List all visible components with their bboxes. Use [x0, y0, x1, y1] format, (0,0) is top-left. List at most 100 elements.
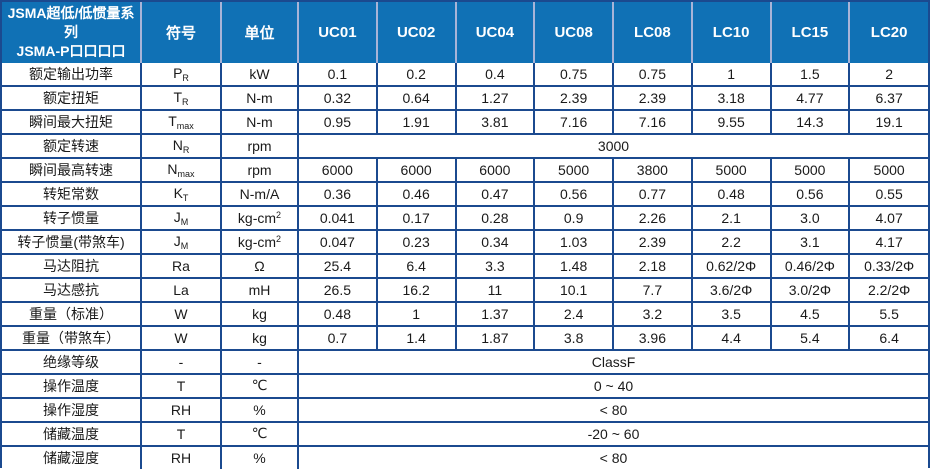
- table-row-operating-humidity: 操作湿度 RH % < 80: [2, 397, 928, 423]
- unit-cell: %: [221, 445, 299, 469]
- value-cell: 2.26: [613, 205, 693, 231]
- value-cell: 0.64: [376, 85, 457, 111]
- col-header-lc15: LC15: [770, 2, 851, 63]
- value-cell: 0.75: [534, 62, 614, 87]
- unit-cell: Ω: [221, 253, 299, 279]
- table-row-rated-speed: 额定转速 NR rpm 3000: [2, 133, 928, 159]
- value-cell: 0.7: [298, 325, 378, 351]
- value-cell: 3.3: [455, 253, 536, 279]
- row-label: 额定转速: [2, 133, 142, 159]
- col-header-lc10: LC10: [691, 2, 772, 63]
- row-label: 重量（标准）: [2, 301, 142, 327]
- value-cell: 0.047: [298, 229, 378, 255]
- symbol-cell: RH: [141, 445, 222, 469]
- value-cell: 5.5: [849, 301, 928, 327]
- unit-cell: kg: [221, 325, 299, 351]
- series-title-line2: JSMA-P口口口口: [16, 42, 126, 59]
- row-label: 额定输出功率: [2, 62, 142, 87]
- col-header-lc08: LC08: [613, 2, 693, 63]
- table-row-resistance: 马达阻抗 Ra Ω 25.4 6.4 3.3 1.48 2.18 0.62/2Φ…: [2, 253, 928, 279]
- row-label: 转矩常数: [2, 181, 142, 207]
- value-cell: 0.4: [455, 62, 536, 87]
- col-header-uc04: UC04: [455, 2, 536, 63]
- symbol-cell: T: [141, 373, 222, 399]
- value-cell: 1.48: [534, 253, 614, 279]
- value-cell: 0.77: [613, 181, 693, 207]
- value-cell: 2.4: [534, 301, 614, 327]
- value-cell: 0.95: [298, 109, 378, 135]
- value-cell: 25.4: [298, 253, 378, 279]
- table-row-peak-torque: 瞬间最大扭矩 Tmax N-m 0.95 1.91 3.81 7.16 7.16…: [2, 109, 928, 135]
- col-header-symbol: 符号: [141, 2, 222, 63]
- value-cell: 3.81: [455, 109, 536, 135]
- value-cell: 0.041: [298, 205, 378, 231]
- row-label: 瞬间最大扭矩: [2, 109, 142, 135]
- unit-cell: ℃: [221, 421, 299, 447]
- symbol-cell: W: [141, 301, 222, 327]
- value-cell: 0.33/2Φ: [849, 253, 928, 279]
- row-label: 储藏湿度: [2, 445, 142, 469]
- value-cell: 0.1: [298, 62, 378, 87]
- value-cell: 5000: [849, 157, 928, 183]
- value-cell: 2.2: [691, 229, 772, 255]
- value-cell: 6000: [298, 157, 378, 183]
- value-cell: 1.4: [376, 325, 457, 351]
- value-cell: 3.96: [613, 325, 693, 351]
- value-cell-merged: < 80: [298, 445, 928, 469]
- row-label: 马达感抗: [2, 277, 142, 303]
- value-cell: 4.4: [691, 325, 772, 351]
- row-label: 马达阻抗: [2, 253, 142, 279]
- value-cell: 2.39: [613, 85, 693, 111]
- symbol-cell: JM: [141, 229, 222, 255]
- unit-cell: kg: [221, 301, 299, 327]
- value-cell: 11: [455, 277, 536, 303]
- value-cell-merged: 3000: [298, 133, 928, 159]
- value-cell: 6000: [455, 157, 536, 183]
- symbol-cell: KT: [141, 181, 222, 207]
- value-cell: 1.27: [455, 85, 536, 111]
- value-cell: 6000: [376, 157, 457, 183]
- value-cell: 7.16: [534, 109, 614, 135]
- value-cell: 0.56: [534, 181, 614, 207]
- symbol-cell: Tmax: [141, 109, 222, 135]
- value-cell: 0.9: [534, 205, 614, 231]
- row-label: 操作温度: [2, 373, 142, 399]
- value-cell: 5000: [534, 157, 614, 183]
- table-row-weight-standard: 重量（标准） W kg 0.48 1 1.37 2.4 3.2 3.5 4.5 …: [2, 301, 928, 327]
- value-cell: 0.34: [455, 229, 536, 255]
- value-cell: 1.87: [455, 325, 536, 351]
- table-row-rated-power: 额定输出功率 PR kW 0.1 0.2 0.4 0.75 0.75 1 1.5…: [2, 62, 928, 87]
- value-cell: 6.4: [376, 253, 457, 279]
- value-cell: 4.5: [770, 301, 851, 327]
- series-title-header: JSMA超低/低惯量系列 JSMA-P口口口口: [2, 2, 142, 63]
- value-cell: 2.39: [534, 85, 614, 111]
- symbol-cell: Nmax: [141, 157, 222, 183]
- symbol-cell: RH: [141, 397, 222, 423]
- unit-cell: ℃: [221, 373, 299, 399]
- value-cell-merged: < 80: [298, 397, 928, 423]
- value-cell: 0.62/2Φ: [691, 253, 772, 279]
- unit-cell: %: [221, 397, 299, 423]
- value-cell: 2.39: [613, 229, 693, 255]
- value-cell: 1.5: [770, 62, 851, 87]
- col-header-uc02: UC02: [376, 2, 457, 63]
- value-cell: 1.91: [376, 109, 457, 135]
- table-row-max-speed: 瞬间最高转速 Nmax rpm 6000 6000 6000 5000 3800…: [2, 157, 928, 183]
- table-row-storage-temp: 储藏温度 T ℃ -20 ~ 60: [2, 421, 928, 447]
- value-cell: 10.1: [534, 277, 614, 303]
- value-cell: 1.03: [534, 229, 614, 255]
- symbol-cell: JM: [141, 205, 222, 231]
- row-label: 转子惯量: [2, 205, 142, 231]
- value-cell: 0.46/2Φ: [770, 253, 851, 279]
- value-cell: 0.32: [298, 85, 378, 111]
- table-row-rotor-inertia: 转子惯量 JM kg-cm2 0.041 0.17 0.28 0.9 2.26 …: [2, 205, 928, 231]
- table-row-rotor-inertia-brake: 转子惯量(带煞车) JM kg-cm2 0.047 0.23 0.34 1.03…: [2, 229, 928, 255]
- value-cell-merged: 0 ~ 40: [298, 373, 928, 399]
- table-row-inductance: 马达感抗 La mH 26.5 16.2 11 10.1 7.7 3.6/2Φ …: [2, 277, 928, 303]
- symbol-cell: Ra: [141, 253, 222, 279]
- value-cell: 19.1: [849, 109, 928, 135]
- value-cell: 0.47: [455, 181, 536, 207]
- unit-cell: kW: [221, 62, 299, 87]
- value-cell: 4.07: [849, 205, 928, 231]
